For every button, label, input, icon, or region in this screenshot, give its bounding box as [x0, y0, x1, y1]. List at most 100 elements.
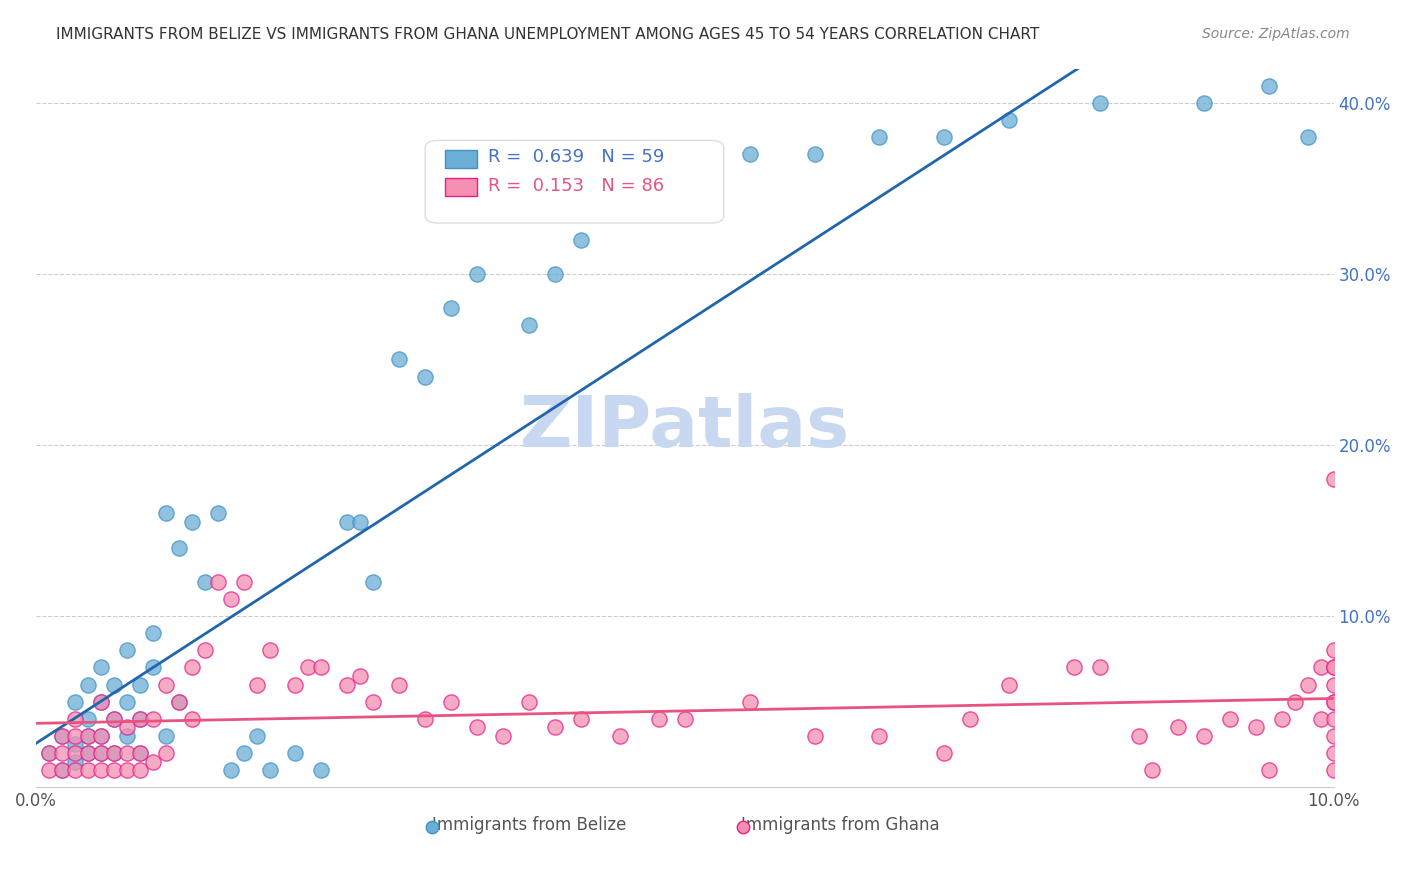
Point	[803, 147, 825, 161]
Point	[349, 515, 371, 529]
Point	[259, 763, 281, 777]
Point	[51, 763, 73, 777]
Point	[76, 677, 98, 691]
Bar	[444, 150, 477, 168]
Point	[311, 763, 333, 777]
Point	[207, 507, 229, 521]
Point	[167, 541, 190, 555]
Point	[63, 755, 86, 769]
Point	[90, 746, 112, 760]
Text: R =  0.153   N = 86: R = 0.153 N = 86	[488, 177, 664, 194]
Point	[76, 746, 98, 760]
Point	[336, 677, 359, 691]
Point	[544, 720, 567, 734]
Point	[465, 720, 488, 734]
Point	[1192, 729, 1215, 743]
Point	[142, 712, 165, 726]
Point	[63, 738, 86, 752]
Point	[413, 712, 436, 726]
Point	[115, 763, 138, 777]
Point	[103, 712, 125, 726]
Point	[349, 669, 371, 683]
Point	[128, 677, 150, 691]
Point	[207, 574, 229, 589]
Point	[868, 130, 890, 145]
Point	[103, 746, 125, 760]
Point	[1140, 763, 1163, 777]
Text: Source: ZipAtlas.com: Source: ZipAtlas.com	[1202, 27, 1350, 41]
Point	[194, 643, 217, 657]
Point	[1296, 130, 1319, 145]
Point	[1257, 78, 1279, 93]
Point	[1167, 720, 1189, 734]
Point	[167, 695, 190, 709]
Point	[115, 643, 138, 657]
Point	[128, 746, 150, 760]
Point	[648, 712, 671, 726]
Point	[868, 729, 890, 743]
Text: IMMIGRANTS FROM BELIZE VS IMMIGRANTS FROM GHANA UNEMPLOYMENT AMONG AGES 45 TO 54: IMMIGRANTS FROM BELIZE VS IMMIGRANTS FRO…	[56, 27, 1039, 42]
Point	[90, 729, 112, 743]
Point	[413, 369, 436, 384]
Point	[180, 515, 202, 529]
Point	[194, 574, 217, 589]
Point	[738, 695, 761, 709]
Point	[284, 677, 307, 691]
Point	[232, 574, 254, 589]
Point	[180, 660, 202, 674]
Point	[1323, 763, 1346, 777]
Point	[76, 763, 98, 777]
Point	[38, 746, 60, 760]
Point	[1323, 660, 1346, 674]
Point	[103, 677, 125, 691]
Point	[1244, 720, 1267, 734]
Point	[155, 507, 177, 521]
Point	[388, 677, 411, 691]
Point	[1323, 677, 1346, 691]
Point	[284, 746, 307, 760]
Point	[1323, 643, 1346, 657]
Point	[90, 746, 112, 760]
Point	[155, 729, 177, 743]
Point	[609, 729, 631, 743]
Point	[440, 301, 463, 315]
Point	[90, 763, 112, 777]
Point	[297, 660, 319, 674]
Point	[38, 763, 60, 777]
Point	[363, 574, 385, 589]
Point	[569, 712, 592, 726]
Point	[76, 712, 98, 726]
Point	[1323, 695, 1346, 709]
Point	[63, 729, 86, 743]
Text: R =  0.639   N = 59: R = 0.639 N = 59	[488, 148, 664, 166]
Point	[609, 198, 631, 212]
Point	[128, 746, 150, 760]
Point	[167, 695, 190, 709]
Point	[517, 318, 540, 333]
Point	[76, 729, 98, 743]
Point	[245, 729, 267, 743]
Point	[219, 763, 242, 777]
Point	[180, 712, 202, 726]
Point	[673, 181, 696, 195]
Point	[388, 352, 411, 367]
Point	[934, 130, 956, 145]
Point	[155, 677, 177, 691]
Point	[1296, 677, 1319, 691]
Text: Immigrants from Ghana: Immigrants from Ghana	[741, 816, 939, 834]
Point	[115, 695, 138, 709]
Point	[245, 677, 267, 691]
Point	[492, 729, 515, 743]
Point	[142, 755, 165, 769]
Point	[673, 712, 696, 726]
Point	[1219, 712, 1241, 726]
FancyBboxPatch shape	[425, 140, 724, 223]
Point	[115, 720, 138, 734]
Point	[232, 746, 254, 760]
Point	[803, 729, 825, 743]
Point	[336, 515, 359, 529]
Point	[465, 267, 488, 281]
Point	[63, 712, 86, 726]
Point	[363, 695, 385, 709]
Point	[259, 643, 281, 657]
